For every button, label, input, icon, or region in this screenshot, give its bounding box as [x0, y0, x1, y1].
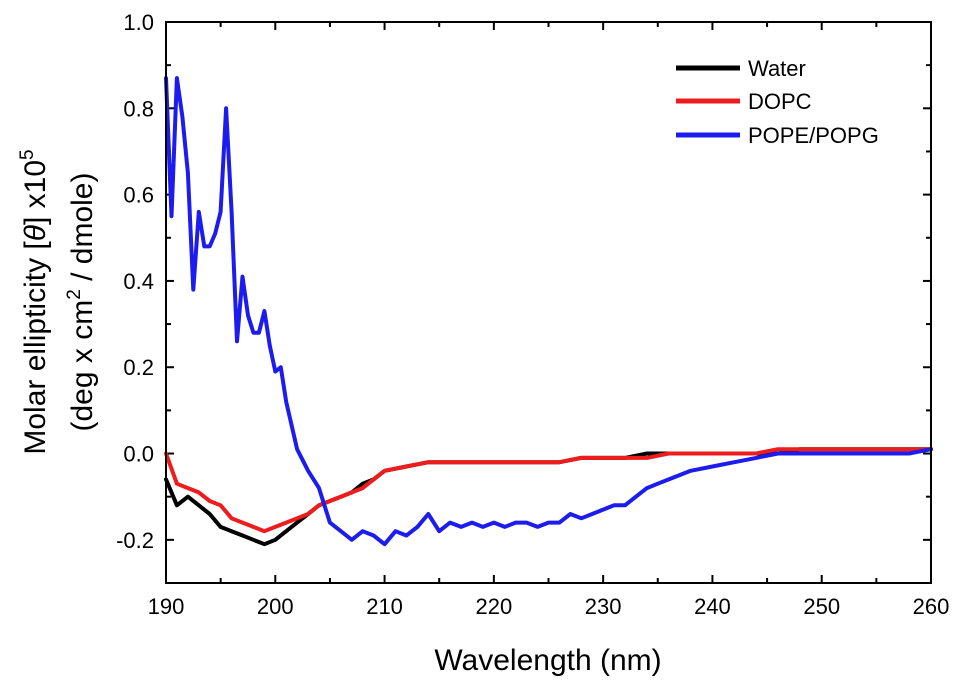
x-tick-label: 250 — [803, 594, 840, 619]
legend-label-pope-popg: POPE/POPG — [748, 123, 879, 148]
y-tick-label: 0.4 — [123, 269, 154, 294]
legend-item-water: Water — [676, 56, 806, 81]
plot-frame — [165, 21, 932, 584]
x-tick-label: 200 — [257, 594, 294, 619]
x-tick-label: 230 — [585, 594, 622, 619]
x-tick-label: 210 — [366, 594, 403, 619]
y-tick-labels: -0.2 0.0 0.2 0.4 0.6 0.8 1.0 — [116, 10, 154, 553]
y-tick-label: 0.8 — [123, 96, 154, 121]
series-line-pope-popg — [164, 76, 933, 547]
x-tick-label: 190 — [148, 594, 185, 619]
y-tick-label: 0.0 — [123, 442, 154, 467]
y-tick-label: 0.6 — [123, 183, 154, 208]
y-axis-title-line2: (deg x cm2 / dmole) — [64, 172, 99, 431]
series-line-dopc — [164, 447, 933, 534]
series-layer — [164, 76, 933, 547]
x-tick-label: 260 — [913, 594, 950, 619]
legend-item-pope-popg: POPE/POPG — [676, 123, 879, 148]
y-axis-title-line1: Molar ellipticity [θ] x105 — [17, 149, 52, 454]
y-tick-label: 0.2 — [123, 355, 154, 380]
legend-item-dopc: DOPC — [676, 89, 812, 114]
legend: Water DOPC POPE/POPG — [676, 56, 879, 148]
y-axis-title: Molar ellipticity [θ] x105 (deg x cm2 / … — [17, 149, 99, 454]
x-tick-label: 220 — [475, 594, 512, 619]
x-tick-label: 240 — [694, 594, 731, 619]
x-tick-labels: 190 200 210 220 230 240 250 260 — [148, 594, 950, 619]
legend-label-dopc: DOPC — [748, 89, 812, 114]
y-tick-label: 1.0 — [123, 10, 154, 35]
y-tick-label: -0.2 — [116, 528, 154, 553]
x-axis-title: Wavelength (nm) — [434, 644, 661, 677]
axis-ticks — [165, 21, 932, 584]
legend-label-water: Water — [748, 56, 806, 81]
